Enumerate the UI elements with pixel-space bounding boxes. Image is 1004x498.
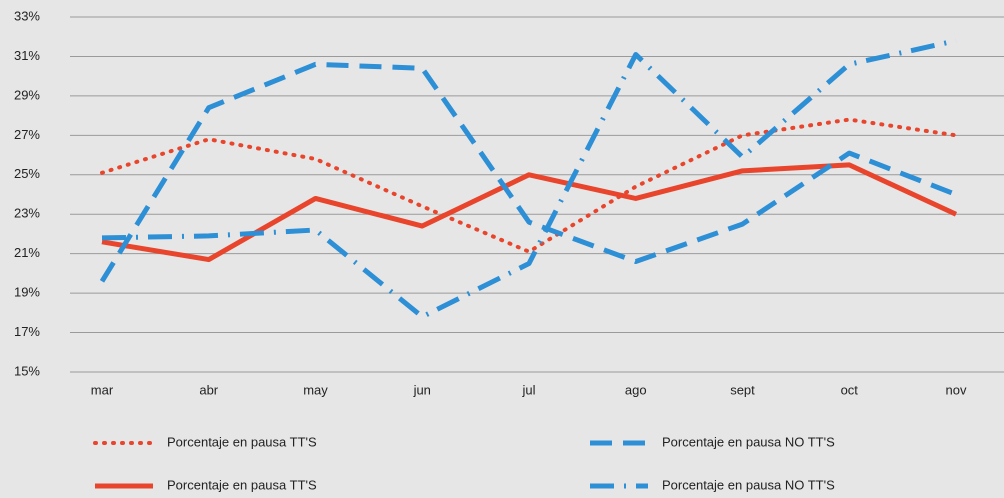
y-tick-label: 25% — [14, 166, 40, 181]
series-line — [99, 61, 957, 283]
y-tick-label: 23% — [14, 206, 40, 221]
series-line — [101, 162, 958, 263]
x-tick-label: mar — [91, 382, 114, 397]
legend-label: Porcentaje en pausa TT'S — [167, 477, 317, 492]
x-tick-label: jul — [521, 382, 535, 397]
x-tick-label: jun — [413, 382, 431, 397]
legend-label: Porcentaje en pausa NO TT'S — [662, 477, 835, 492]
series-line — [100, 117, 958, 254]
x-tick-label: sept — [730, 382, 755, 397]
y-tick-label: 21% — [14, 245, 40, 260]
y-tick-label: 33% — [14, 8, 40, 23]
x-tick-label: oct — [841, 382, 859, 397]
y-tick-label: 31% — [14, 48, 40, 63]
y-tick-label: 19% — [14, 285, 40, 300]
y-tick-label: 15% — [14, 363, 40, 378]
x-tick-label: abr — [199, 382, 218, 397]
y-tick-label: 29% — [14, 87, 40, 102]
legend-label: Porcentaje en pausa NO TT'S — [662, 434, 835, 449]
x-tick-label: ago — [625, 382, 647, 397]
x-tick-label: nov — [946, 382, 967, 397]
legend-label: Porcentaje en pausa TT'S — [167, 434, 317, 449]
x-tick-label: may — [303, 382, 328, 397]
y-tick-label: 17% — [14, 324, 40, 339]
y-tick-label: 27% — [14, 127, 40, 142]
series-line — [101, 38, 957, 320]
